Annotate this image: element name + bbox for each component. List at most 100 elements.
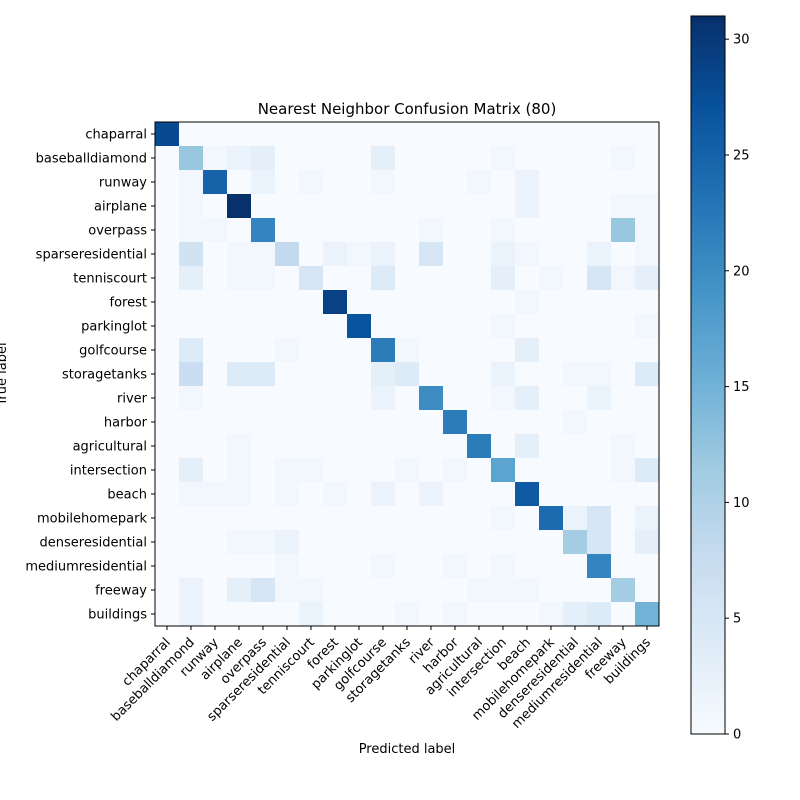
heatmap-cell bbox=[395, 434, 420, 459]
heatmap-cell bbox=[347, 242, 372, 267]
heatmap-cell bbox=[371, 170, 396, 195]
heatmap-cell bbox=[299, 482, 324, 507]
y-tick-label: agricultural bbox=[73, 440, 147, 455]
heatmap-cell bbox=[275, 290, 300, 315]
heatmap-cell bbox=[275, 434, 300, 459]
heatmap-cell bbox=[299, 506, 324, 531]
heatmap-cell bbox=[275, 482, 300, 507]
heatmap-cell bbox=[515, 506, 540, 531]
heatmap-cell bbox=[491, 290, 516, 315]
heatmap-cell bbox=[491, 458, 516, 483]
heatmap-cell bbox=[419, 602, 444, 627]
heatmap-cell bbox=[347, 290, 372, 315]
heatmap-cell bbox=[443, 554, 468, 579]
heatmap-cell bbox=[371, 458, 396, 483]
heatmap-cell bbox=[275, 410, 300, 435]
heatmap-cell bbox=[467, 170, 492, 195]
heatmap-cell bbox=[635, 434, 660, 459]
heatmap-cell bbox=[515, 242, 540, 267]
heatmap-cell bbox=[587, 362, 612, 387]
heatmap-cell bbox=[563, 602, 588, 627]
heatmap-cell bbox=[491, 506, 516, 531]
heatmap-cell bbox=[155, 194, 180, 219]
heatmap-cell bbox=[443, 362, 468, 387]
heatmap-cell bbox=[347, 386, 372, 411]
heatmap-cell bbox=[395, 554, 420, 579]
heatmap-cell bbox=[467, 338, 492, 363]
heatmap-cell bbox=[323, 290, 348, 315]
heatmap-cell bbox=[587, 314, 612, 339]
heatmap-cell bbox=[563, 386, 588, 411]
heatmap-cell bbox=[419, 314, 444, 339]
heatmap-cell bbox=[467, 146, 492, 171]
heatmap-cell bbox=[467, 314, 492, 339]
heatmap-cell bbox=[443, 122, 468, 147]
heatmap-cell bbox=[563, 434, 588, 459]
heatmap-cell bbox=[563, 482, 588, 507]
heatmap-cell bbox=[371, 602, 396, 627]
heatmap-cell bbox=[227, 410, 252, 435]
heatmap-cell bbox=[179, 146, 204, 171]
heatmap-cell bbox=[443, 410, 468, 435]
heatmap-cell bbox=[443, 434, 468, 459]
heatmap-cell bbox=[155, 242, 180, 267]
colorbar-tick-label: 20 bbox=[733, 264, 750, 279]
heatmap-cell bbox=[347, 554, 372, 579]
heatmap-cell bbox=[419, 338, 444, 363]
heatmap-cell bbox=[203, 338, 228, 363]
heatmap-cell bbox=[611, 578, 636, 603]
heatmap-cell bbox=[419, 530, 444, 555]
heatmap-cell bbox=[611, 218, 636, 243]
heatmap-cell bbox=[515, 362, 540, 387]
y-tick-label: freeway bbox=[95, 584, 147, 599]
heatmap-cell bbox=[371, 218, 396, 243]
heatmap-cell bbox=[395, 602, 420, 627]
heatmap-cell bbox=[155, 170, 180, 195]
heatmap-cell bbox=[347, 146, 372, 171]
heatmap-cell bbox=[275, 578, 300, 603]
heatmap-cell bbox=[251, 146, 276, 171]
heatmap-cell bbox=[275, 530, 300, 555]
heatmap-cell bbox=[155, 578, 180, 603]
heatmap-cell bbox=[275, 218, 300, 243]
heatmap-cell bbox=[275, 602, 300, 627]
colorbar-tick-label: 10 bbox=[733, 496, 750, 511]
heatmap-cell bbox=[227, 194, 252, 219]
heatmap-cell bbox=[227, 362, 252, 387]
heatmap-cell bbox=[563, 290, 588, 315]
heatmap-cell bbox=[323, 266, 348, 291]
heatmap-cell bbox=[203, 266, 228, 291]
heatmap-cell bbox=[347, 338, 372, 363]
heatmap-cell bbox=[635, 386, 660, 411]
heatmap-cell bbox=[611, 194, 636, 219]
heatmap-cell bbox=[587, 530, 612, 555]
y-tick-label: mediumresidential bbox=[25, 560, 147, 575]
heatmap-cell bbox=[203, 602, 228, 627]
heatmap-cell bbox=[395, 578, 420, 603]
heatmap-cell bbox=[395, 458, 420, 483]
heatmap-cell bbox=[587, 554, 612, 579]
heatmap-cell bbox=[467, 602, 492, 627]
heatmap-cell bbox=[419, 242, 444, 267]
colorbar-tick-label: 0 bbox=[733, 728, 741, 743]
heatmap-cell bbox=[155, 146, 180, 171]
y-tick-label: buildings bbox=[88, 608, 147, 623]
heatmap-cell bbox=[227, 554, 252, 579]
heatmap-cell bbox=[251, 458, 276, 483]
heatmap-cell bbox=[155, 482, 180, 507]
heatmap-cell bbox=[179, 410, 204, 435]
heatmap-cell bbox=[323, 122, 348, 147]
heatmap-cell bbox=[443, 290, 468, 315]
heatmap-cell bbox=[227, 434, 252, 459]
y-axis: chaparral baseballdiamond runway airplane ov… bbox=[25, 128, 155, 623]
heatmap-cell bbox=[515, 122, 540, 147]
heatmap-cell bbox=[563, 146, 588, 171]
y-axis-label: True label bbox=[0, 342, 10, 406]
heatmap-cell bbox=[323, 554, 348, 579]
heatmap-cell bbox=[515, 602, 540, 627]
heatmap-cell bbox=[467, 578, 492, 603]
heatmap-cell bbox=[179, 266, 204, 291]
heatmap-cell bbox=[563, 338, 588, 363]
heatmap-cell bbox=[203, 530, 228, 555]
heatmap-cell bbox=[563, 218, 588, 243]
